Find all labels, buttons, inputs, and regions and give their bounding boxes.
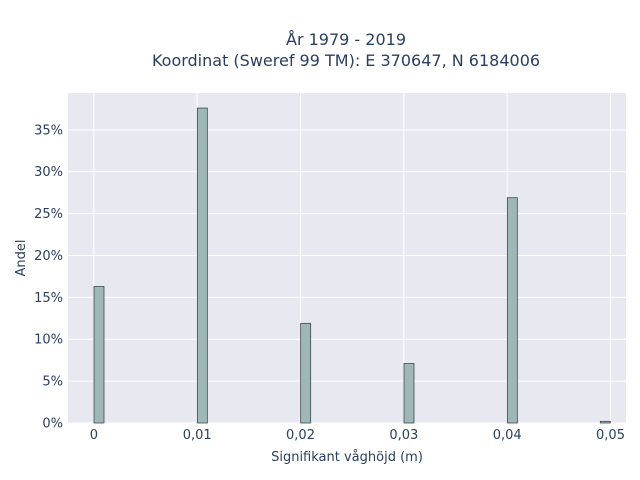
bar: [300, 322, 312, 424]
bar: [599, 420, 611, 424]
y-axis-ticks: 0% 5% 10% 15% 20% 25% 30% 35%: [34, 123, 63, 431]
y-axis-label: Andel: [14, 240, 29, 277]
y-tick-label: 35%: [34, 123, 63, 138]
x-tick-label: 0,05: [596, 428, 625, 443]
x-tick-label: 0: [90, 428, 98, 443]
chart-title-line: Koordinat (Sweref 99 TM): E 370647, N 61…: [152, 51, 540, 70]
y-tick-label: 10%: [34, 333, 63, 348]
bar: [506, 197, 518, 424]
bar: [196, 107, 208, 424]
y-tick-label: 0%: [42, 417, 63, 432]
x-axis-label: Signifikant våghöjd (m): [271, 450, 423, 465]
bar: [93, 286, 105, 424]
plot-area: [68, 93, 626, 423]
chart-title-line: År 1979 - 2019: [286, 30, 406, 49]
y-tick-label: 15%: [34, 291, 63, 306]
x-tick-label: 0,02: [286, 428, 315, 443]
y-tick-label: 20%: [34, 249, 63, 264]
bar: [403, 363, 415, 424]
x-tick-label: 0,04: [493, 428, 522, 443]
y-tick-label: 25%: [34, 207, 63, 222]
x-tick-label: 0,03: [389, 428, 418, 443]
y-tick-label: 5%: [42, 375, 63, 390]
x-tick-label: 0,01: [183, 428, 212, 443]
y-tick-label: 30%: [34, 165, 63, 180]
x-axis-ticks: 0 0,01 0,02 0,03 0,04 0,05: [90, 428, 625, 443]
chart-title: År 1979 - 2019 Koordinat (Sweref 99 TM): …: [152, 30, 540, 70]
bars: [93, 107, 611, 424]
